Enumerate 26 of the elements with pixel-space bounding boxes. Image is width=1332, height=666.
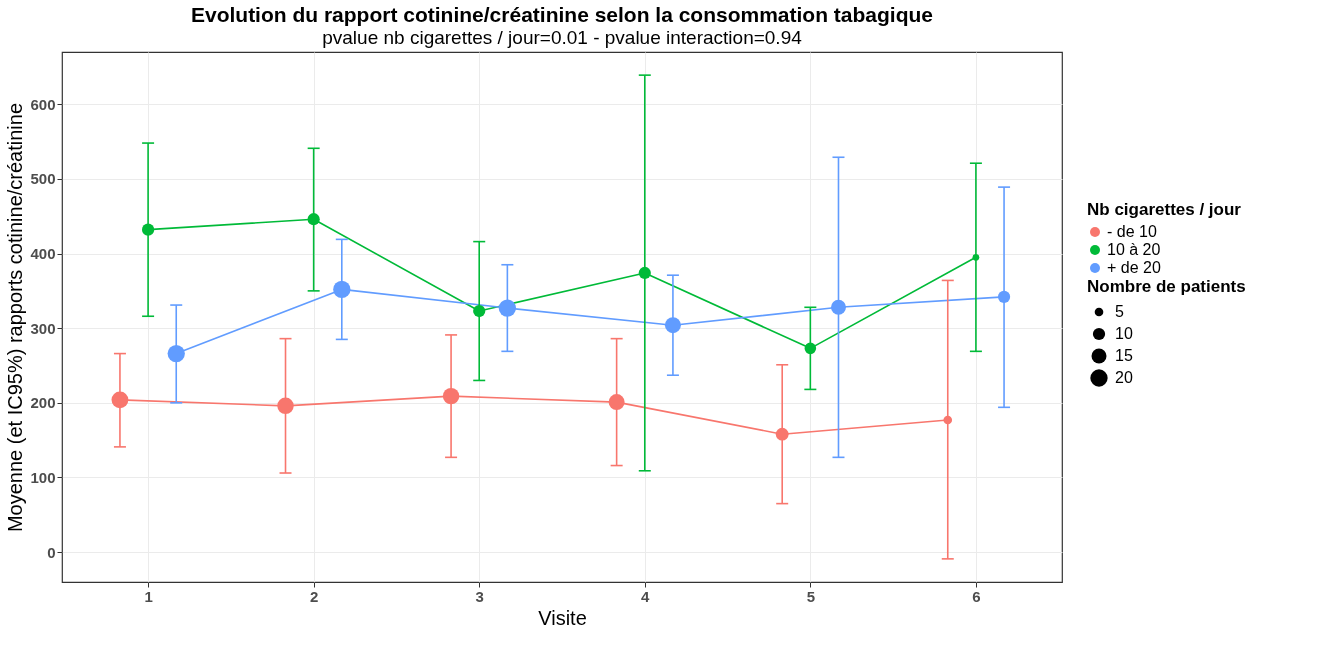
y-tick-label: 300 xyxy=(30,319,56,337)
x-tick-label: 3 xyxy=(475,587,484,605)
x-tick-label: 5 xyxy=(806,587,816,605)
chart-subtitle: pvalue nb cigarettes / jour=0.01 - pvalue interaction=0.94 xyxy=(322,27,803,48)
x-tick-label: 6 xyxy=(972,587,981,605)
legend-label: + de 20 xyxy=(1107,259,1161,276)
x-tick-label: 4 xyxy=(641,587,651,605)
y-tick-label: 600 xyxy=(30,95,56,113)
legend-label: 10 xyxy=(1115,325,1133,342)
y-tick-label: 500 xyxy=(30,170,56,188)
x-axis-title: Visite xyxy=(538,606,587,629)
legend-label: 10 à 20 xyxy=(1107,241,1161,258)
legend-label: 5 xyxy=(1115,303,1124,320)
legend-label: - de 10 xyxy=(1107,223,1157,240)
text: Nb cigarettes / jour xyxy=(1087,200,1241,219)
y-tick-label: 400 xyxy=(30,245,56,263)
legend-label: 15 xyxy=(1115,347,1133,364)
y-tick-label: 200 xyxy=(30,394,56,412)
text: Nombre de patients xyxy=(1087,277,1246,296)
y-tick-label: 0 xyxy=(47,543,56,561)
y-axis-title: Moyenne (et IC95%) rapports cotinine/créatinine xyxy=(4,102,27,533)
y-tick-label: 100 xyxy=(30,468,56,486)
chart-title: Evolution du rapport cotinine/créatinine selon la consommation tabagique xyxy=(190,3,934,26)
x-tick-label: 1 xyxy=(144,587,153,605)
x-tick-label: 2 xyxy=(309,587,319,605)
legend-label: 20 xyxy=(1115,369,1133,386)
